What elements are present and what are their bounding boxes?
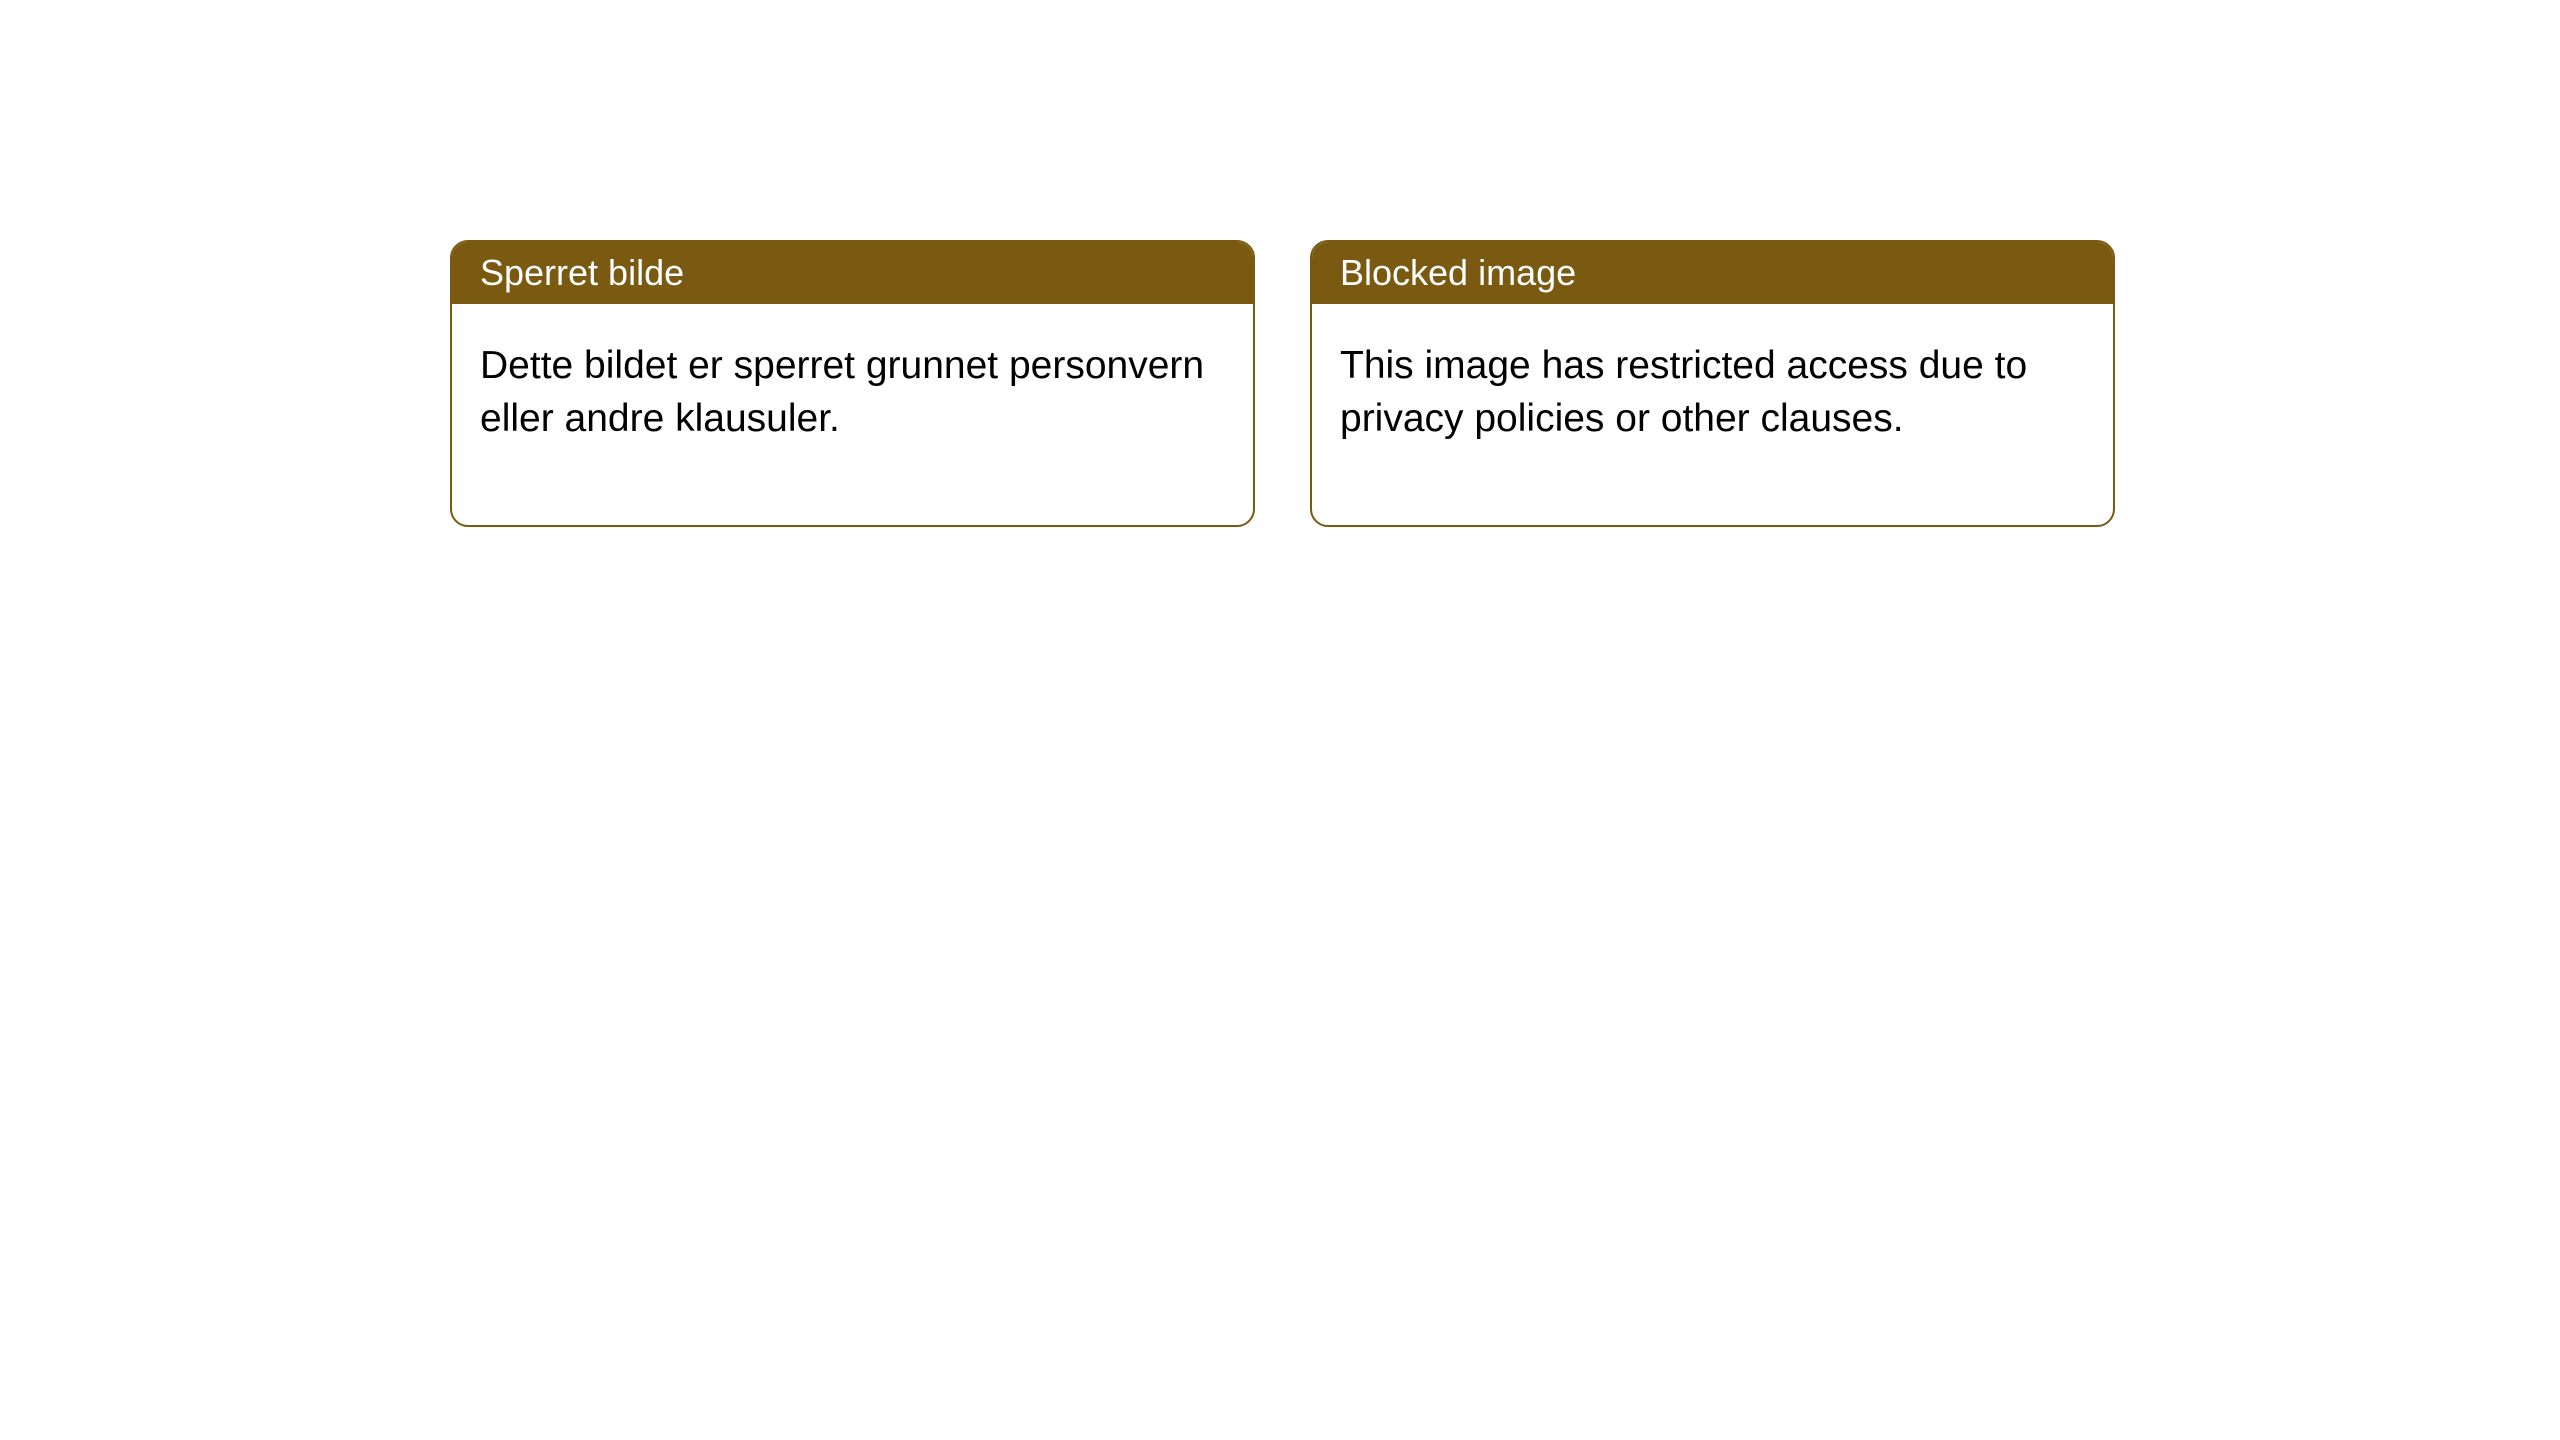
notice-body-text: Dette bildet er sperret grunnet personve… <box>480 344 1204 440</box>
notice-card-english: Blocked image This image has restricted … <box>1310 240 2115 527</box>
notice-body: Dette bildet er sperret grunnet personve… <box>452 304 1253 525</box>
notice-card-norwegian: Sperret bilde Dette bildet er sperret gr… <box>450 240 1255 527</box>
notice-header: Blocked image <box>1312 242 2113 304</box>
notice-body: This image has restricted access due to … <box>1312 304 2113 525</box>
notice-title: Sperret bilde <box>480 252 684 293</box>
notice-title: Blocked image <box>1340 252 1576 293</box>
notice-header: Sperret bilde <box>452 242 1253 304</box>
notice-container: Sperret bilde Dette bildet er sperret gr… <box>450 240 2115 527</box>
notice-body-text: This image has restricted access due to … <box>1340 344 2027 440</box>
